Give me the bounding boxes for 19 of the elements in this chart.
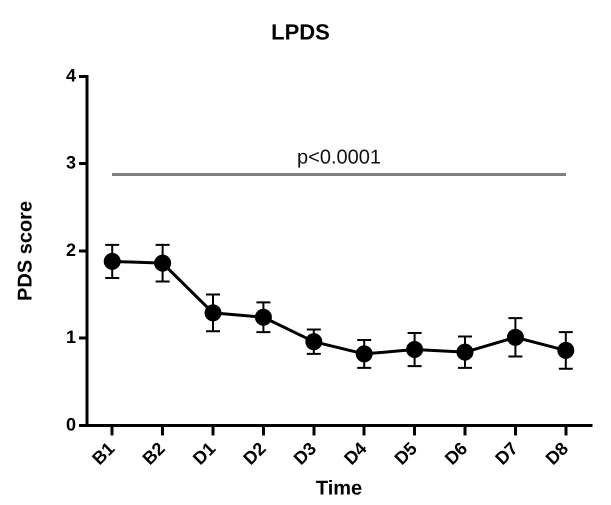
x-tick-label: D1 <box>188 438 220 469</box>
chart-title: LPDS <box>271 19 330 44</box>
x-tick-label: B1 <box>88 438 119 469</box>
x-tick-label: B2 <box>138 438 169 469</box>
y-tick-label: 0 <box>66 414 76 434</box>
annotation: p<0.0001 <box>297 146 381 169</box>
y-tick-label: 1 <box>66 327 76 348</box>
x-tick-label: D8 <box>542 438 572 469</box>
x-tick-label: D3 <box>290 438 320 469</box>
x-tick-label: D7 <box>491 438 522 469</box>
y-tick-label: 2 <box>66 240 76 260</box>
x-tick-label: D4 <box>340 438 371 469</box>
y-tick-label: 3 <box>66 152 76 173</box>
x-tick-label: D5 <box>390 438 421 469</box>
x-axis-title: Time <box>316 478 362 500</box>
y-axis-title: PDS score <box>14 200 37 301</box>
x-tick-label: D6 <box>440 438 472 469</box>
y-tick-label: 4 <box>66 65 76 86</box>
x-tick-label: D2 <box>239 438 270 469</box>
